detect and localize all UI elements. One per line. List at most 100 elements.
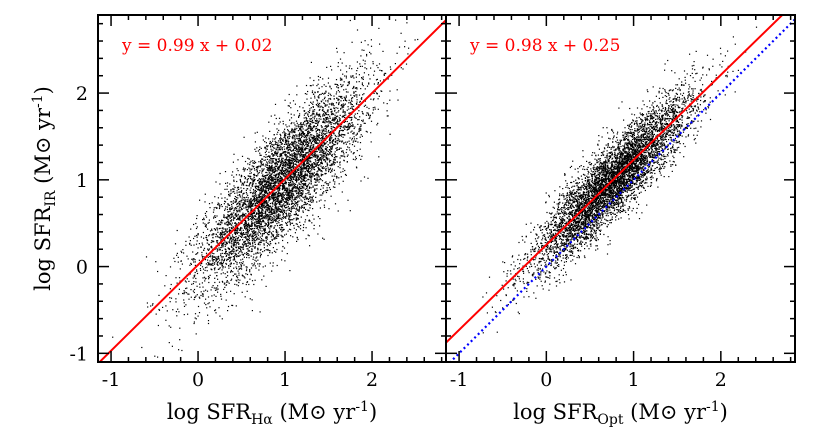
data-point (274, 201, 276, 203)
data-point (188, 293, 190, 295)
data-point (337, 89, 339, 92)
data-point (349, 149, 351, 151)
data-point (219, 267, 221, 269)
data-point (333, 156, 335, 159)
data-point (297, 218, 299, 220)
data-point (360, 41, 362, 43)
data-point (297, 172, 299, 174)
data-point (257, 189, 259, 191)
data-point (285, 189, 287, 191)
data-point (265, 154, 267, 156)
data-point (252, 242, 254, 244)
data-point (269, 217, 271, 220)
data-point (266, 158, 269, 160)
data-point (288, 146, 290, 149)
data-point (383, 102, 385, 104)
data-point (287, 230, 289, 232)
data-point (265, 188, 267, 190)
data-point (211, 295, 213, 297)
data-point (323, 238, 325, 240)
data-point (245, 244, 247, 246)
data-point (224, 201, 227, 203)
data-point (280, 228, 282, 230)
data-point (253, 162, 255, 164)
data-point (186, 278, 188, 280)
data-point (187, 293, 189, 295)
data-point (290, 222, 292, 224)
data-point (333, 113, 335, 115)
data-point (378, 63, 381, 65)
data-point (293, 147, 295, 149)
data-point (210, 241, 212, 244)
data-point (305, 168, 307, 170)
data-point (354, 87, 356, 89)
data-point (217, 240, 219, 242)
data-point (332, 118, 334, 120)
data-point (348, 112, 350, 114)
data-point (267, 214, 270, 216)
data-point (290, 219, 292, 221)
data-point (279, 146, 281, 148)
data-point (245, 253, 248, 256)
data-point (327, 99, 329, 102)
data-point (169, 288, 171, 290)
data-point (306, 215, 308, 217)
data-point (243, 214, 245, 216)
data-point (223, 216, 225, 218)
data-point (281, 250, 283, 252)
data-point (280, 185, 282, 187)
data-point (267, 162, 269, 164)
data-point (225, 255, 227, 257)
data-point (259, 196, 261, 198)
data-point (266, 180, 268, 182)
data-point (396, 89, 398, 91)
data-point (316, 184, 318, 186)
data-point (307, 160, 309, 162)
data-point (242, 183, 244, 185)
data-point (311, 121, 313, 123)
data-point (299, 153, 301, 155)
data-point (250, 228, 252, 230)
data-point (302, 187, 304, 189)
data-point (264, 184, 266, 186)
data-point (310, 172, 312, 174)
data-point (277, 146, 279, 149)
data-point (266, 166, 268, 168)
data-point (352, 124, 354, 126)
data-point (169, 301, 171, 303)
data-point (255, 195, 257, 197)
data-point (246, 273, 249, 276)
data-point (276, 229, 278, 231)
data-point (288, 184, 290, 186)
data-point (249, 207, 252, 209)
data-point (236, 280, 238, 282)
data-point (221, 232, 223, 234)
data-point (232, 200, 235, 202)
data-point (281, 172, 283, 174)
data-point (248, 237, 250, 239)
data-point (254, 174, 256, 176)
data-point (308, 142, 310, 144)
data-point (247, 232, 249, 235)
data-point (239, 229, 241, 231)
data-point (181, 251, 183, 254)
data-point (255, 216, 257, 218)
data-point (288, 144, 290, 146)
data-point (252, 258, 254, 260)
data-point (303, 178, 305, 180)
data-point (296, 94, 298, 96)
data-point (270, 243, 272, 245)
data-point (297, 150, 299, 152)
data-point (331, 130, 333, 132)
data-point (291, 129, 293, 131)
data-point (230, 220, 232, 222)
data-point (266, 148, 268, 150)
data-point (242, 246, 244, 248)
data-point (322, 130, 324, 132)
data-point (264, 203, 266, 205)
data-point (330, 171, 332, 173)
data-point (257, 252, 259, 254)
data-point (283, 135, 286, 137)
data-point (175, 311, 177, 313)
